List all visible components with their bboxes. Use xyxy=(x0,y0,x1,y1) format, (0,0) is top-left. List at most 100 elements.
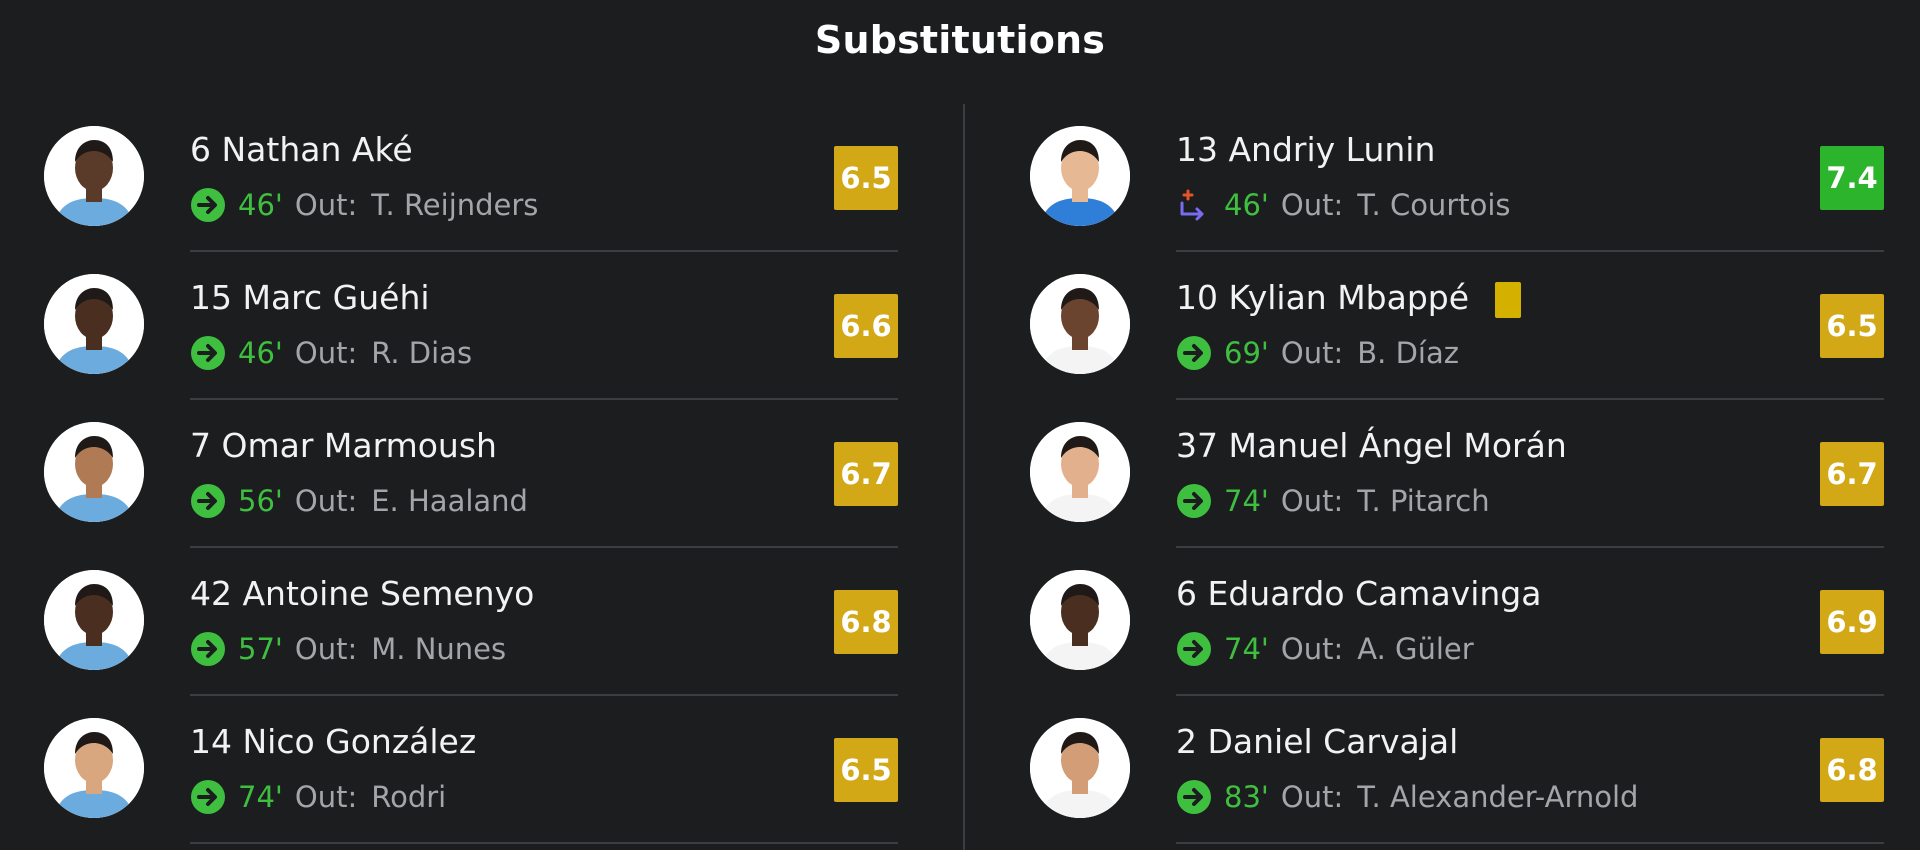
sub-minute: 74' xyxy=(1224,632,1269,666)
out-label: Out: xyxy=(1280,336,1344,370)
substitution-row-4[interactable]: 42 Antoine Semenyo 57' Out: M. Nunes 6.8 xyxy=(0,548,900,696)
player-name[interactable]: 37 Manuel Ángel Morán xyxy=(1176,426,1567,465)
player-name[interactable]: 14 Nico González xyxy=(190,722,477,761)
goalkeeper-sub-icon xyxy=(1176,187,1212,223)
player-name[interactable]: 6 Nathan Aké xyxy=(190,130,413,169)
substitution-row-1[interactable]: 13 Andriy Lunin 46' Out: T. Courtois 7.4 xyxy=(985,104,1885,252)
yellow-card-icon xyxy=(1495,282,1521,318)
player-name[interactable]: 2 Daniel Carvajal xyxy=(1176,722,1459,761)
player-name[interactable]: 13 Andriy Lunin xyxy=(1176,130,1436,169)
sub-minute: 46' xyxy=(238,336,283,370)
player-rating-badge[interactable]: 6.8 xyxy=(1820,738,1884,802)
sub-arrow-icon xyxy=(1176,631,1212,667)
player-rating-badge[interactable]: 6.9 xyxy=(1820,590,1884,654)
row-divider xyxy=(190,694,898,696)
row-divider xyxy=(1176,250,1884,252)
sub-minute: 57' xyxy=(238,632,283,666)
substitution-row-2[interactable]: 15 Marc Guéhi 46' Out: R. Dias 6.6 xyxy=(0,252,900,400)
player-avatar[interactable] xyxy=(1030,126,1130,226)
sub-minute: 83' xyxy=(1224,780,1269,814)
sub-arrow-icon xyxy=(190,483,226,519)
substitution-detail: 46' Out: T. Reijnders xyxy=(190,186,538,224)
away-substitutions-list: 13 Andriy Lunin 46' Out: T. Courtois 7.4… xyxy=(985,104,1885,844)
substitution-detail: 74' Out: Rodri xyxy=(190,778,446,816)
sub-minute: 74' xyxy=(238,780,283,814)
home-substitutions-list: 6 Nathan Aké 46' Out: T. Reijnders 6.5 1… xyxy=(0,104,900,844)
out-player-name[interactable]: E. Haaland xyxy=(371,484,528,518)
out-label: Out: xyxy=(294,336,358,370)
player-avatar[interactable] xyxy=(1030,718,1130,818)
page-title: Substitutions xyxy=(814,18,1106,62)
player-rating-badge[interactable]: 6.6 xyxy=(834,294,898,358)
out-label: Out: xyxy=(294,780,358,814)
sub-minute: 74' xyxy=(1224,484,1269,518)
out-player-name[interactable]: A. Güler xyxy=(1357,632,1474,666)
player-avatar[interactable] xyxy=(44,718,144,818)
player-rating-badge[interactable]: 6.7 xyxy=(834,442,898,506)
row-divider xyxy=(190,398,898,400)
out-label: Out: xyxy=(294,484,358,518)
player-rating-badge[interactable]: 6.8 xyxy=(834,590,898,654)
player-rating-badge[interactable]: 6.7 xyxy=(1820,442,1884,506)
substitution-row-3[interactable]: 37 Manuel Ángel Morán 74' Out: T. Pitarc… xyxy=(985,400,1885,548)
substitution-detail: 46' Out: R. Dias xyxy=(190,334,472,372)
player-rating-badge[interactable]: 6.5 xyxy=(1820,294,1884,358)
row-divider xyxy=(190,250,898,252)
substitution-detail: 57' Out: M. Nunes xyxy=(190,630,506,668)
player-avatar[interactable] xyxy=(44,570,144,670)
player-avatar[interactable] xyxy=(1030,422,1130,522)
out-label: Out: xyxy=(1280,188,1344,222)
out-label: Out: xyxy=(294,188,358,222)
substitution-row-5[interactable]: 2 Daniel Carvajal 83' Out: T. Alexander-… xyxy=(985,696,1885,844)
column-divider xyxy=(963,104,965,850)
sub-arrow-icon xyxy=(190,631,226,667)
row-divider xyxy=(1176,546,1884,548)
row-divider xyxy=(190,546,898,548)
substitution-row-1[interactable]: 6 Nathan Aké 46' Out: T. Reijnders 6.5 xyxy=(0,104,900,252)
out-player-name[interactable]: Rodri xyxy=(371,780,447,814)
out-player-name[interactable]: T. Pitarch xyxy=(1357,484,1490,518)
sub-minute: 69' xyxy=(1224,336,1269,370)
row-divider xyxy=(1176,398,1884,400)
player-avatar[interactable] xyxy=(44,126,144,226)
player-avatar[interactable] xyxy=(1030,570,1130,670)
out-player-name[interactable]: T. Courtois xyxy=(1357,188,1511,222)
player-rating-badge[interactable]: 6.5 xyxy=(834,146,898,210)
sub-arrow-icon xyxy=(190,779,226,815)
sub-minute: 46' xyxy=(1224,188,1269,222)
player-name[interactable]: 7 Omar Marmoush xyxy=(190,426,497,465)
player-name[interactable]: 42 Antoine Semenyo xyxy=(190,574,535,613)
player-name[interactable]: 15 Marc Guéhi xyxy=(190,278,430,317)
player-name[interactable]: 6 Eduardo Camavinga xyxy=(1176,574,1542,613)
player-rating-badge[interactable]: 7.4 xyxy=(1820,146,1884,210)
out-label: Out: xyxy=(1280,484,1344,518)
substitution-detail: 69' Out: B. Díaz xyxy=(1176,334,1459,372)
out-player-name[interactable]: R. Dias xyxy=(371,336,473,370)
sub-minute: 56' xyxy=(238,484,283,518)
row-divider xyxy=(1176,842,1884,844)
sub-arrow-icon xyxy=(1176,779,1212,815)
substitution-row-5[interactable]: 14 Nico González 74' Out: Rodri 6.5 xyxy=(0,696,900,844)
out-player-name[interactable]: M. Nunes xyxy=(371,632,507,666)
row-divider xyxy=(190,842,898,844)
player-avatar[interactable] xyxy=(1030,274,1130,374)
player-rating-badge[interactable]: 6.5 xyxy=(834,738,898,802)
out-player-name[interactable]: B. Díaz xyxy=(1357,336,1459,370)
player-avatar[interactable] xyxy=(44,422,144,522)
substitution-row-2[interactable]: 10 Kylian Mbappé 69' Out: B. Díaz 6.5 xyxy=(985,252,1885,400)
out-label: Out: xyxy=(294,632,358,666)
sub-arrow-icon xyxy=(1176,483,1212,519)
sub-arrow-icon xyxy=(190,335,226,371)
substitution-row-3[interactable]: 7 Omar Marmoush 56' Out: E. Haaland 6.7 xyxy=(0,400,900,548)
row-divider xyxy=(1176,694,1884,696)
substitution-row-4[interactable]: 6 Eduardo Camavinga 74' Out: A. Güler 6.… xyxy=(985,548,1885,696)
out-player-name[interactable]: T. Alexander-Arnold xyxy=(1357,780,1639,814)
substitution-detail: 74' Out: A. Güler xyxy=(1176,630,1474,668)
out-label: Out: xyxy=(1280,780,1344,814)
out-player-name[interactable]: T. Reijnders xyxy=(371,188,539,222)
sub-arrow-icon xyxy=(1176,335,1212,371)
substitution-detail: 83' Out: T. Alexander-Arnold xyxy=(1176,778,1638,816)
sub-minute: 46' xyxy=(238,188,283,222)
player-name[interactable]: 10 Kylian Mbappé xyxy=(1176,278,1470,317)
player-avatar[interactable] xyxy=(44,274,144,374)
